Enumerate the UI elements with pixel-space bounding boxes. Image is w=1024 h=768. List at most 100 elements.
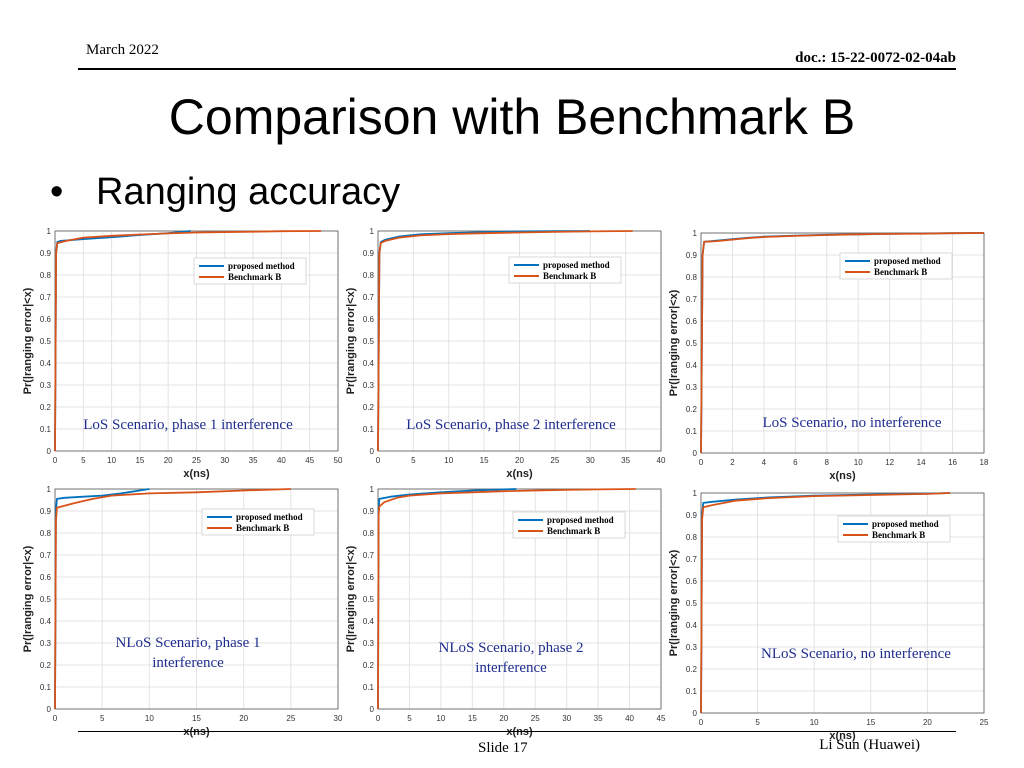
x-tick-label: 5 [100, 714, 105, 723]
y-tick-label: 0.5 [40, 595, 52, 604]
x-tick-label: 0 [699, 718, 704, 727]
y-axis-label: Pr(|ranging error|<x) [22, 545, 34, 652]
series-line-benchmark-b [377, 230, 633, 452]
scenario-annotation: LoS Scenario, phase 2 interference [406, 417, 616, 433]
x-tick-label: 20 [515, 456, 524, 465]
x-tick-label: 0 [376, 714, 381, 723]
y-tick-label: 0 [370, 705, 375, 714]
scenario-annotation: NLoS Scenario, no interference [761, 646, 951, 662]
footer-slide-number: Slide 17 [478, 740, 528, 756]
y-axis-label: Pr(|ranging error|<x) [22, 287, 34, 394]
y-tick-label: 0.3 [686, 383, 698, 392]
x-tick-label: 14 [917, 458, 926, 467]
legend-label-benchmark: Benchmark B [236, 523, 289, 533]
x-tick-label: 5 [411, 456, 416, 465]
x-tick-label: 15 [468, 714, 477, 723]
legend-label-proposed: proposed method [236, 512, 303, 522]
chart-nlos-phase1-interference: 00.10.20.30.40.50.60.70.80.910 5 10 15 20 25 3… [22, 485, 343, 738]
y-tick-label: 1 [370, 227, 375, 236]
scenario-annotation: NLoS Scenario, phase 1 interference [116, 635, 261, 671]
y-tick-label: 0.8 [686, 533, 698, 542]
x-tick-label: 5 [81, 456, 86, 465]
y-tick-label: 0.5 [363, 337, 375, 346]
x-tick-label: 30 [586, 456, 595, 465]
x-tick-label: 10 [145, 714, 154, 723]
y-tick-label: 0.8 [40, 271, 52, 280]
y-tick-label: 0.6 [40, 315, 52, 324]
y-tick-label: 0.1 [686, 687, 698, 696]
x-axis-label: x(ns) [506, 468, 533, 480]
series-line-benchmark-b [377, 488, 636, 710]
series-line-benchmark-b [700, 492, 951, 714]
x-tick-label: 15 [192, 714, 201, 723]
y-tick-label: 0.2 [686, 405, 698, 414]
y-tick-label: 0.3 [40, 639, 52, 648]
y-axis-label: Pr(|ranging error|<x) [668, 549, 680, 656]
y-tick-label: 0.1 [686, 427, 698, 436]
scenario-annotation-line-2: interference [152, 655, 224, 671]
x-tick-label: 10 [436, 714, 445, 723]
x-tick-label: 40 [657, 456, 666, 465]
legend-label-benchmark: Benchmark B [872, 530, 925, 540]
y-tick-label: 0.5 [686, 599, 698, 608]
x-tick-label: 45 [305, 456, 314, 465]
y-tick-label: 0.8 [686, 273, 698, 282]
y-tick-label: 0 [693, 709, 698, 718]
legend-label-benchmark: Benchmark B [228, 272, 281, 282]
y-tick-label: 0.5 [363, 595, 375, 604]
x-tick-label: 10 [810, 718, 819, 727]
x-tick-label: 45 [657, 714, 666, 723]
y-tick-label: 0.1 [40, 425, 52, 434]
y-tick-label: 0.2 [363, 403, 375, 412]
y-tick-label: 0.8 [363, 271, 375, 280]
series-line-benchmark-b [54, 488, 291, 710]
y-tick-label: 0.4 [40, 617, 52, 626]
chart-los-phase2-interference: 00.10.20.30.40.50.60.70.80.910 5 10 15 20 25 3… [345, 227, 666, 480]
x-tick-label: 18 [980, 458, 989, 467]
x-axis-label: x(ns) [183, 726, 210, 738]
x-tick-label: 25 [550, 456, 559, 465]
x-tick-label: 30 [220, 456, 229, 465]
scenario-annotation: LoS Scenario, no interference [762, 415, 941, 431]
x-tick-label: 20 [923, 718, 932, 727]
legend-label-proposed: proposed method [228, 261, 295, 271]
y-tick-label: 0.3 [686, 643, 698, 652]
legend-box [508, 256, 622, 284]
y-tick-label: 0.6 [40, 573, 52, 582]
legend-label-proposed: proposed method [543, 260, 610, 270]
header-date: March 2022 [86, 42, 159, 58]
y-tick-label: 0.9 [363, 249, 375, 258]
chart-nlos-no-interference: 00.10.20.30.40.50.60.70.80.910 5 10 15 20 25x… [668, 489, 989, 742]
x-tick-label: 2 [730, 458, 735, 467]
y-tick-label: 0.7 [686, 555, 698, 564]
y-tick-label: 0.3 [40, 381, 52, 390]
x-tick-label: 16 [948, 458, 957, 467]
y-tick-label: 0.9 [363, 507, 375, 516]
x-tick-label: 15 [480, 456, 489, 465]
legend-label-benchmark: Benchmark B [874, 267, 927, 277]
y-tick-label: 0 [47, 705, 52, 714]
y-tick-label: 0.4 [363, 359, 375, 368]
x-tick-label: 12 [885, 458, 894, 467]
y-tick-label: 0.3 [363, 381, 375, 390]
scenario-annotation-line-1: NLoS Scenario, phase 2 [439, 640, 584, 656]
legend-box [839, 252, 953, 280]
scenario-annotation-line-2: interference [475, 660, 547, 676]
y-tick-label: 0.7 [40, 551, 52, 560]
scenario-annotation-line-1: NLoS Scenario, phase 1 [116, 635, 261, 651]
legend-box [512, 511, 626, 539]
series-line-benchmark-b [54, 230, 322, 452]
y-tick-label: 0.1 [363, 425, 375, 434]
legend-label-benchmark: Benchmark B [543, 271, 596, 281]
y-tick-label: 0.3 [363, 639, 375, 648]
y-tick-label: 0.8 [363, 529, 375, 538]
x-tick-label: 0 [53, 456, 58, 465]
bullet-symbol: • [50, 171, 64, 213]
x-tick-label: 20 [164, 456, 173, 465]
slide-title: Comparison with Benchmark B [168, 89, 856, 145]
legend-box [193, 257, 307, 285]
y-tick-label: 0.6 [686, 317, 698, 326]
